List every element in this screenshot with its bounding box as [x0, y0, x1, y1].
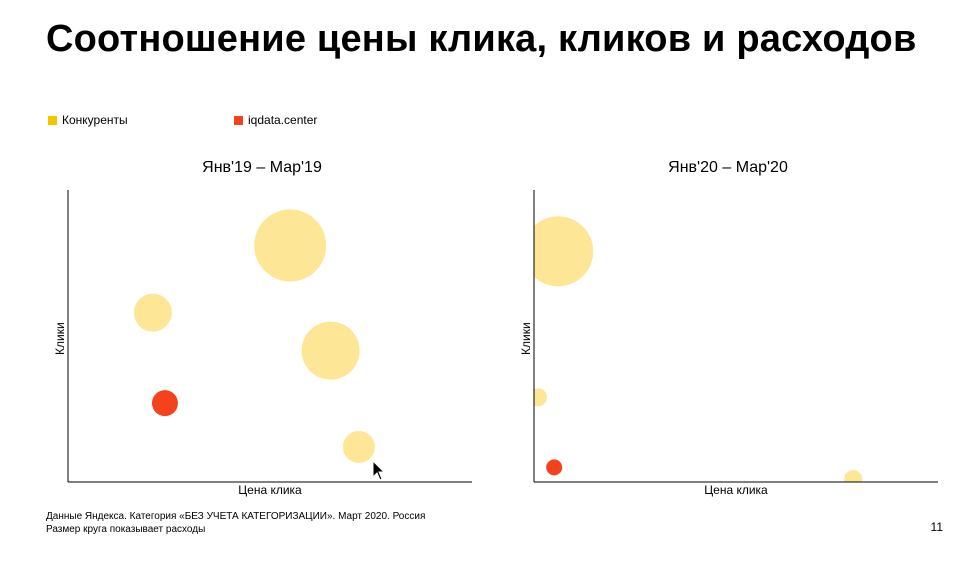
bubble-competitor-2 [133, 293, 172, 332]
x-axis-label-2020: Цена клика [704, 483, 768, 497]
bubble-competitor-3 [301, 321, 360, 380]
footer-source: Данные Яндекса. Категория «БЕЗ УЧЕТА КАТ… [46, 511, 426, 522]
legend: Конкуренты iqdata.center [0, 113, 961, 131]
x-axis-label-2019: Цена клика [238, 483, 302, 497]
bubble-iqdata-1 [546, 459, 563, 476]
bubble-competitor-4 [342, 430, 375, 463]
y-axis-label-2020: Клики [519, 322, 533, 355]
page-number: 11 [930, 520, 943, 534]
bubble-competitor-3 [844, 470, 863, 482]
slide-title: Соотношение цены клика, кликов и расходо… [46, 18, 917, 60]
bubble-competitor-2 [534, 388, 548, 407]
bubble-competitor-1 [254, 209, 327, 282]
chart-title-2020: Янв'20 – Мар'20 [668, 159, 788, 176]
legend-item-competitors: Конкуренты [48, 113, 128, 127]
bubble-competitor-1 [534, 216, 594, 287]
bubble-iqdata-1 [151, 390, 178, 417]
legend-swatch-competitors [48, 115, 57, 125]
legend-label-iqdata: iqdata.center [248, 113, 318, 127]
legend-item-iqdata: iqdata.center [234, 113, 317, 127]
chart-title-2019: Янв'19 – Мар'19 [202, 159, 322, 176]
legend-swatch-iqdata [234, 115, 243, 125]
legend-label-competitors: Конкуренты [62, 113, 128, 127]
footer-note: Данные Яндекса. Категория «БЕЗ УЧЕТА КАТ… [46, 510, 425, 536]
mouse-cursor-icon [372, 460, 386, 481]
footer-size-note: Размер круга показывает расходы [46, 524, 206, 535]
